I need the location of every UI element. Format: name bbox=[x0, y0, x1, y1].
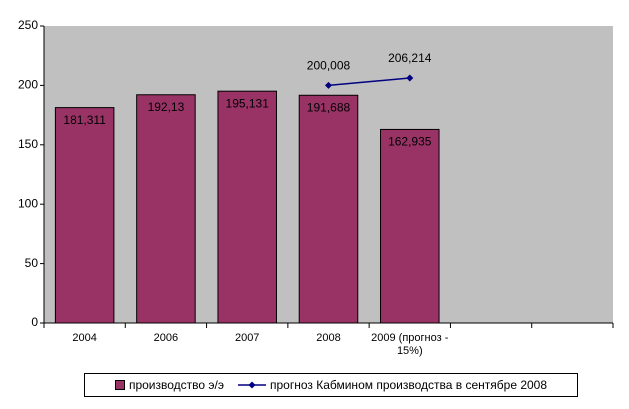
bar bbox=[380, 128, 440, 324]
x-tick-label: 2007 bbox=[234, 332, 260, 344]
y-tick-label: 50 bbox=[25, 256, 39, 270]
legend-item: прогноз Кабмином производства в сентябре… bbox=[237, 378, 548, 392]
data-label: 181,311 bbox=[63, 113, 106, 127]
x-tick-label: 2004 bbox=[72, 332, 97, 344]
x-tick-label: 2006 bbox=[153, 332, 179, 344]
x-tick-label: 2009 (прогноз - 15%) bbox=[371, 332, 449, 357]
data-label: 206,214 bbox=[388, 51, 432, 65]
bar bbox=[54, 107, 115, 324]
legend-box bbox=[114, 380, 125, 390]
data-label: 200,008 bbox=[307, 59, 351, 73]
bar bbox=[136, 94, 196, 324]
legend-swatch bbox=[114, 380, 125, 390]
legend-marker bbox=[248, 381, 256, 389]
data-label: 195,131 bbox=[226, 96, 270, 110]
legend-label: производство э/э bbox=[128, 378, 224, 392]
bar bbox=[217, 90, 277, 324]
data-label: 192,13 bbox=[148, 100, 185, 114]
y-tick-label: 200 bbox=[18, 78, 38, 92]
y-tick-label: 250 bbox=[18, 18, 38, 32]
legend: производство э/э прогноз Кабмином произво… bbox=[84, 373, 578, 397]
data-label: 162,935 bbox=[388, 135, 432, 149]
x-tick-label: 2008 bbox=[316, 332, 341, 344]
marker bbox=[406, 74, 414, 82]
y-tick-label: 0 bbox=[31, 315, 38, 329]
y-tick-label: 100 bbox=[18, 196, 38, 210]
line bbox=[328, 77, 410, 87]
data-label: 191,688 bbox=[307, 100, 351, 114]
y-tick-label: 150 bbox=[18, 137, 38, 151]
legend-item: производство э/э bbox=[114, 378, 224, 392]
marker bbox=[325, 81, 332, 89]
legend-label: прогноз Кабмином производства в сентябре… bbox=[269, 378, 548, 392]
bar bbox=[298, 94, 359, 324]
legend-swatch bbox=[237, 381, 266, 389]
